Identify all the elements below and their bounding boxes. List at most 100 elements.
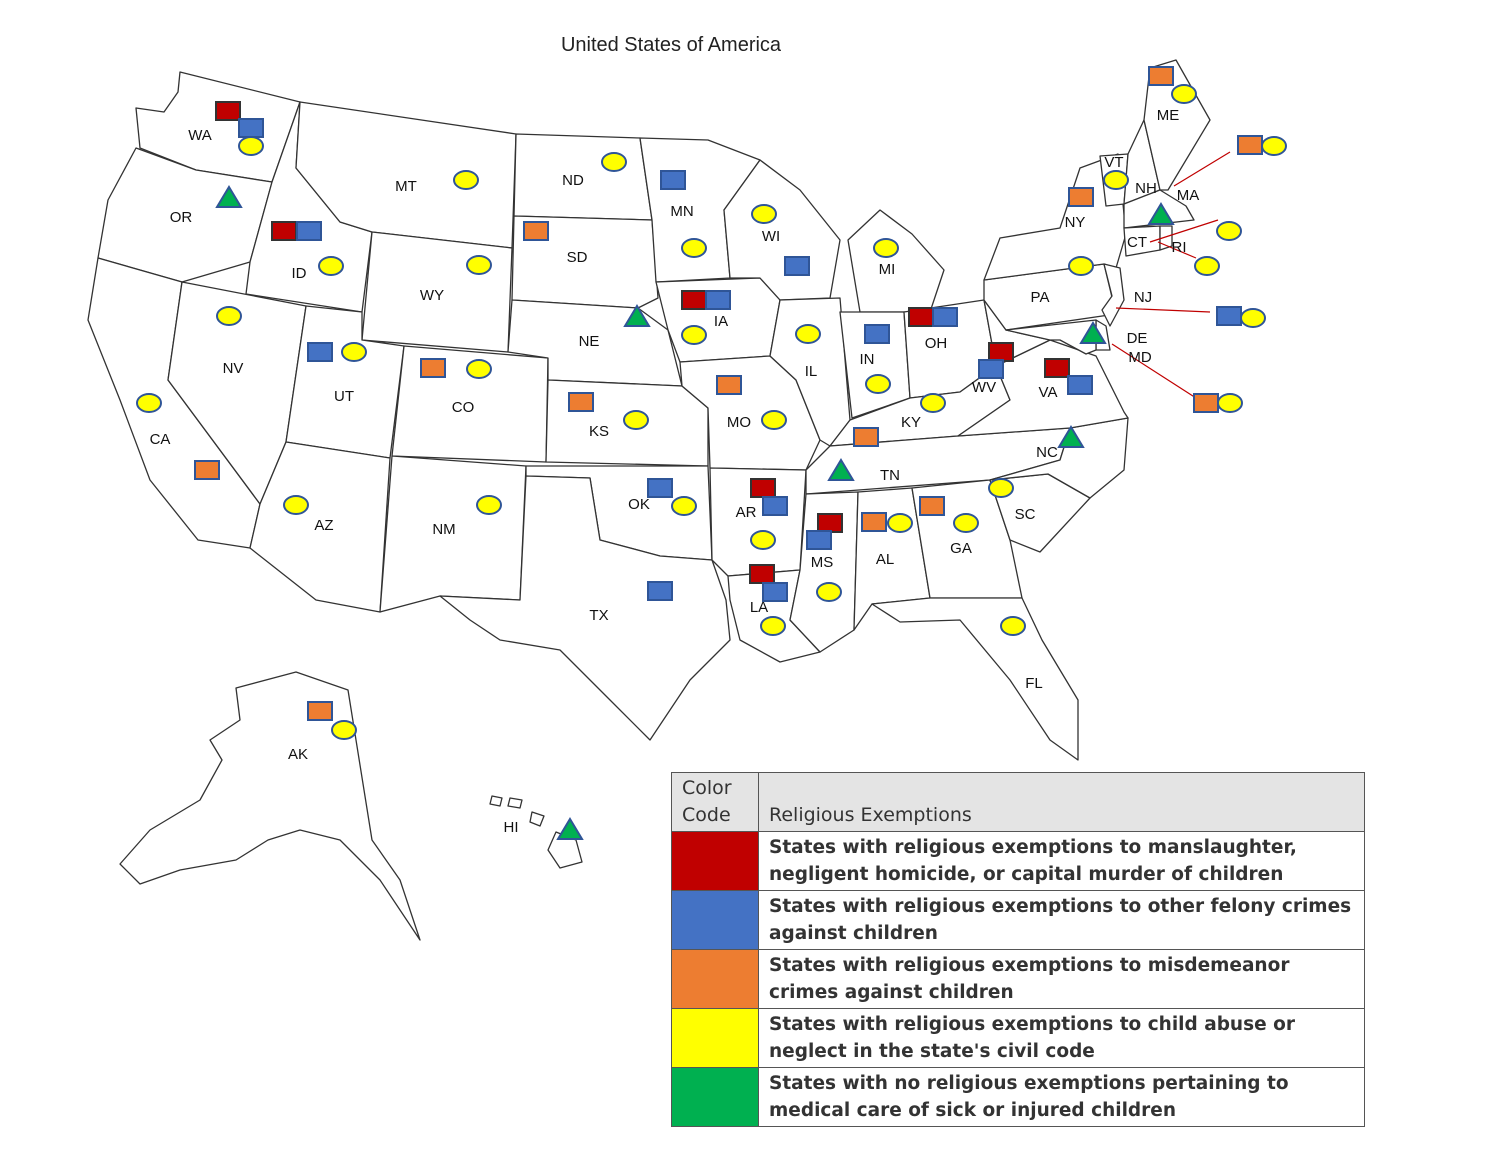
marker-yellow-circle-pa: [1068, 256, 1094, 276]
state-label-nm: NM: [432, 521, 455, 538]
island-hi-3: [489, 795, 503, 807]
marker-red-square-wv: [988, 342, 1014, 362]
legend-swatch-blue: [671, 890, 759, 950]
marker-yellow-circle-vt: [1103, 170, 1129, 190]
state-label-nh: NH: [1135, 180, 1157, 197]
callout-line-nj: [1115, 307, 1211, 313]
marker-orange-square-ny: [1068, 187, 1094, 207]
state-label-fl: FL: [1025, 675, 1043, 692]
legend-text: States with no religious exemptions pert…: [758, 1067, 1365, 1127]
legend-table: Color Code Religious Exemptions States w…: [671, 772, 1365, 1127]
state-label-ar: AR: [736, 504, 757, 521]
state-label-wv: WV: [972, 379, 996, 396]
callout-lines: [1111, 151, 1231, 399]
map-title: United States of America: [560, 34, 782, 56]
marker-yellow-circle-in: [865, 374, 891, 394]
state-label-tn: TN: [880, 467, 900, 484]
legend-header-row: Color Code Religious Exemptions: [671, 772, 1365, 832]
marker-red-square-wa: [215, 101, 241, 121]
marker-yellow-circle-wi: [751, 204, 777, 224]
marker-yellow-circle-ct: [1216, 221, 1242, 241]
state-label-tx: TX: [589, 607, 608, 624]
state-label-co: CO: [452, 399, 475, 416]
marker-orange-square-ks: [568, 392, 594, 412]
marker-yellow-circle-ak: [331, 720, 357, 740]
state-shape-mi: [847, 209, 945, 313]
marker-red-square-la: [749, 564, 775, 584]
legend-row: States with religious exemptions to othe…: [671, 890, 1365, 950]
marker-yellow-circle-al: [887, 513, 913, 533]
marker-yellow-circle-ca: [136, 393, 162, 413]
callout-line-md: [1111, 343, 1197, 399]
legend-text: States with religious exemptions to chil…: [758, 1008, 1365, 1068]
state-label-ok: OK: [628, 496, 650, 513]
state-label-me: ME: [1157, 107, 1180, 124]
state-label-va: VA: [1039, 384, 1058, 401]
callout-line-ri: [1149, 219, 1219, 243]
state-label-al: AL: [876, 551, 894, 568]
marker-red-square-va: [1044, 358, 1070, 378]
marker-blue-square-id: [296, 221, 322, 241]
marker-blue-square-nj: [1216, 306, 1242, 326]
state-label-wa: WA: [188, 127, 212, 144]
marker-orange-square-sd: [523, 221, 549, 241]
state-label-ut: UT: [334, 388, 354, 405]
marker-yellow-circle-ms: [816, 582, 842, 602]
state-shape-az: [249, 441, 391, 613]
state-label-az: AZ: [314, 517, 333, 534]
legend-text: States with religious exemptions to misd…: [758, 949, 1365, 1009]
state-label-md: MD: [1128, 349, 1151, 366]
marker-orange-square-mo: [716, 375, 742, 395]
state-shape-md: [1005, 319, 1097, 355]
state-label-ny: NY: [1065, 214, 1086, 231]
state-label-il: IL: [805, 363, 818, 380]
marker-blue-square-ms: [806, 530, 832, 550]
marker-yellow-circle-ri: [1194, 256, 1220, 276]
legend-swatch-yellow: [671, 1008, 759, 1068]
marker-yellow-circle-id: [318, 256, 344, 276]
marker-orange-square-co: [420, 358, 446, 378]
state-label-sc: SC: [1015, 506, 1036, 523]
state-label-id: ID: [292, 265, 307, 282]
marker-yellow-circle-fl: [1000, 616, 1026, 636]
marker-orange-square-ga: [919, 496, 945, 516]
state-label-ne: NE: [579, 333, 600, 350]
state-label-vt: VT: [1104, 154, 1123, 171]
marker-orange-square-al: [861, 512, 887, 532]
marker-blue-square-ok: [647, 478, 673, 498]
marker-green-triangle-ne: [623, 304, 651, 327]
state-label-ca: CA: [150, 431, 171, 448]
marker-orange-square-ky: [853, 427, 879, 447]
island-hi-2: [507, 797, 523, 809]
state-shape-nj: [1101, 263, 1125, 327]
state-label-la: LA: [750, 599, 768, 616]
marker-yellow-circle-sc: [988, 478, 1014, 498]
legend-row: States with no religious exemptions pert…: [671, 1067, 1365, 1127]
marker-orange-square-ca: [194, 460, 220, 480]
marker-blue-square-ut: [307, 342, 333, 362]
state-label-mt: MT: [395, 178, 417, 195]
state-label-pa: PA: [1031, 289, 1050, 306]
marker-yellow-circle-az: [283, 495, 309, 515]
state-shape-fl: [871, 597, 1079, 761]
marker-yellow-circle-ma: [1261, 136, 1287, 156]
marker-orange-square-ma: [1237, 135, 1263, 155]
marker-yellow-circle-mn: [681, 238, 707, 258]
marker-blue-square-wv: [978, 359, 1004, 379]
legend-row: States with religious exemptions to misd…: [671, 949, 1365, 1009]
marker-orange-square-md: [1193, 393, 1219, 413]
marker-blue-square-va: [1067, 375, 1093, 395]
legend-header-title: Religious Exemptions: [758, 772, 1365, 832]
state-label-sd: SD: [567, 249, 588, 266]
marker-yellow-circle-wy: [466, 255, 492, 275]
marker-yellow-circle-nd: [601, 152, 627, 172]
marker-red-square-ia: [681, 290, 707, 310]
marker-red-square-ms: [817, 513, 843, 533]
marker-orange-square-me: [1148, 66, 1174, 86]
state-label-ri: RI: [1172, 239, 1187, 256]
marker-yellow-circle-nm: [476, 495, 502, 515]
marker-green-triangle-de: [1079, 321, 1107, 344]
marker-yellow-circle-nv: [216, 306, 242, 326]
marker-yellow-circle-ar: [750, 530, 776, 550]
marker-orange-square-ak: [307, 701, 333, 721]
